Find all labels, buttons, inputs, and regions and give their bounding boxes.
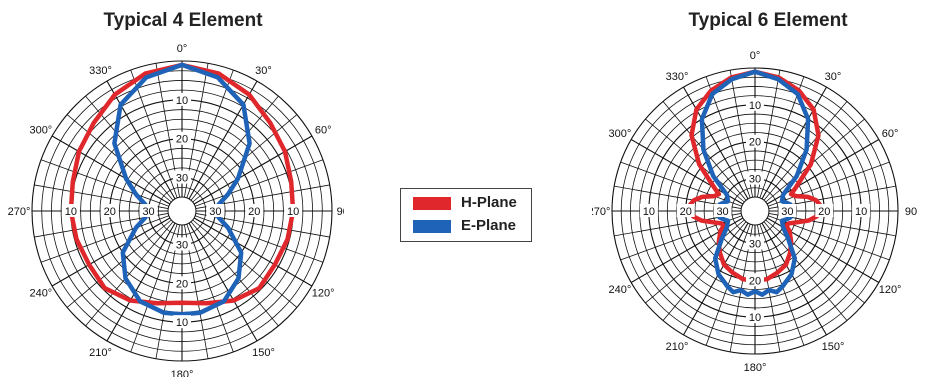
- radial-label: 10: [287, 206, 299, 218]
- legend-item-h-plane: H-Plane: [401, 192, 531, 214]
- legend-label-e-plane: E-Plane: [461, 217, 517, 234]
- angle-label: 180°: [744, 362, 767, 374]
- angle-label: 60°: [882, 128, 899, 140]
- angle-label: 60°: [315, 125, 332, 137]
- radial-label: 30: [209, 206, 221, 218]
- legend: H-Plane E-Plane: [400, 188, 532, 242]
- angle-label: 90°: [337, 206, 344, 218]
- angle-label: 90: [905, 206, 917, 218]
- angle-label: 150°: [252, 347, 275, 359]
- radial-label: 30: [749, 174, 761, 186]
- radial-label: 20: [818, 206, 830, 218]
- angle-label: 240°: [29, 288, 52, 300]
- series-e-plane-line: [112, 62, 252, 317]
- legend-label-h-plane: H-Plane: [461, 194, 517, 211]
- radial-label: 10: [643, 206, 655, 218]
- angle-label: 0°: [750, 50, 761, 62]
- radial-label: 20: [176, 278, 188, 290]
- radial-label: 10: [176, 317, 188, 329]
- series-e-plane-line: [699, 69, 811, 297]
- radial-label: 20: [248, 206, 260, 218]
- angle-label: 0°: [177, 43, 188, 55]
- angle-label: 120°: [312, 288, 335, 300]
- chart-title-4-element: Typical 4 Element: [103, 10, 263, 31]
- angle-labels: 0° 30° 60° 90 120° 150° 180° 210° 240° 270° 300° 33…: [592, 50, 917, 374]
- radial-label: 30: [781, 206, 793, 218]
- legend-swatch-h-plane: [413, 197, 451, 210]
- angle-label: 120°: [879, 284, 902, 296]
- angle-label: 30°: [825, 71, 842, 83]
- angle-label: 270°: [592, 206, 610, 218]
- angle-label: 30°: [255, 65, 272, 77]
- angle-label: 330°: [89, 65, 112, 77]
- radial-label: 20: [104, 206, 116, 218]
- radial-label: 10: [749, 100, 761, 112]
- radial-label: 20: [749, 275, 761, 287]
- radial-label: 30: [176, 239, 188, 251]
- angle-label: 240°: [609, 284, 632, 296]
- radial-label: 30: [142, 206, 154, 218]
- radial-label: 10: [65, 206, 77, 218]
- radial-label: 30: [749, 238, 761, 250]
- radial-label: 10: [176, 95, 188, 107]
- angle-label: 330°: [666, 71, 689, 83]
- angle-label: 180°: [171, 369, 194, 377]
- radial-label: 20: [749, 137, 761, 149]
- angle-label: 300°: [29, 125, 52, 137]
- angle-label: 210°: [89, 347, 112, 359]
- radial-labels: 10 20 30 10 20 30 10 20 30 10 20 30: [639, 97, 871, 324]
- angle-labels: 0° 30° 60° 90° 120° 150° 180° 210° 240° 270° 300° 3…: [8, 43, 344, 377]
- radial-label: 30: [176, 173, 188, 185]
- legend-swatch-e-plane: [413, 220, 451, 233]
- angle-label: 150°: [822, 341, 845, 353]
- chart-title-6-element: Typical 6 Element: [688, 10, 848, 31]
- angle-label: 270°: [8, 206, 31, 218]
- radial-label: 30: [716, 206, 728, 218]
- polar-chart-4-element: 1020301020301020301020300°30°60°90°120°1…: [8, 43, 344, 377]
- radial-label: 10: [855, 206, 867, 218]
- radial-label: 20: [176, 134, 188, 146]
- legend-item-e-plane: E-Plane: [401, 215, 531, 237]
- radial-labels: 10 20 30 10 20 30 10 20 30 10 20 30: [61, 92, 303, 329]
- series-h-plane-line: [68, 62, 296, 306]
- angle-label: 210°: [666, 341, 689, 353]
- radial-label: 20: [680, 206, 692, 218]
- angle-label: 300°: [609, 128, 632, 140]
- radial-label: 10: [749, 312, 761, 324]
